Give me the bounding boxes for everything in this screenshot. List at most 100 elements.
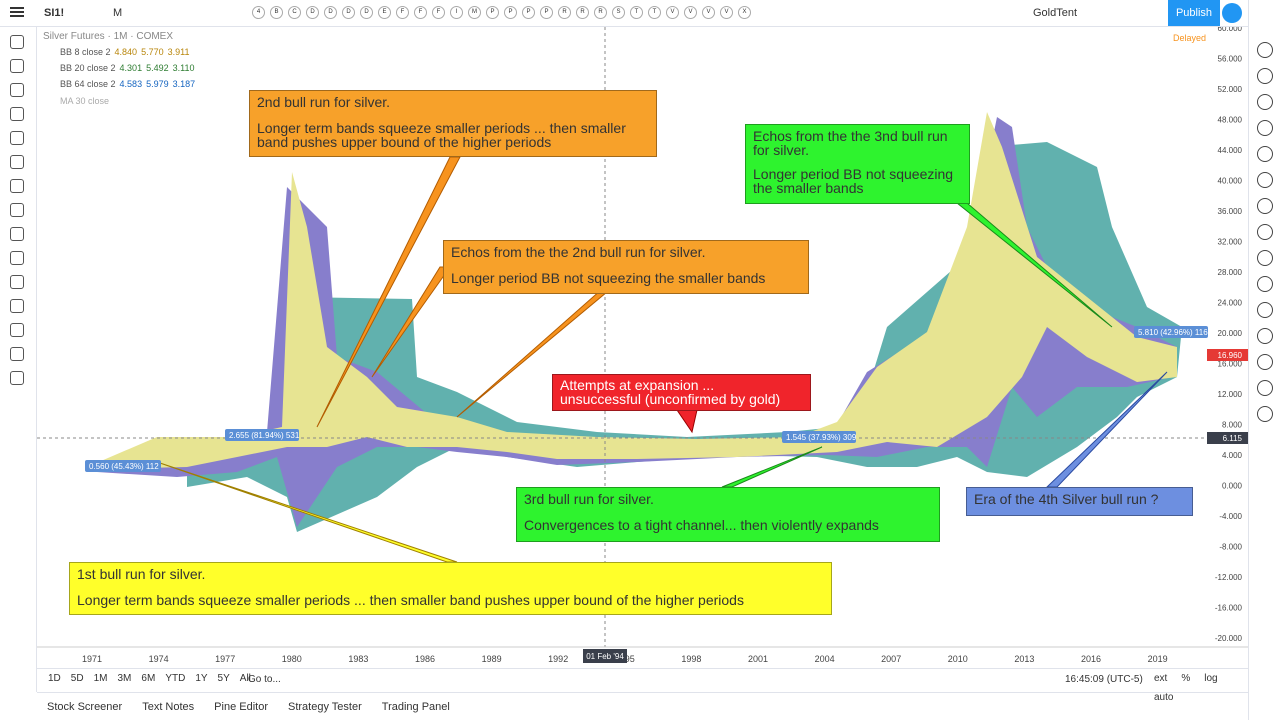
indicator-shortcut[interactable]: D (342, 6, 355, 19)
tab[interactable]: Text Notes (142, 701, 195, 713)
range-button[interactable]: 3M (117, 673, 132, 684)
range-button[interactable]: YTD (165, 673, 186, 684)
range-button[interactable]: 6M (141, 673, 156, 684)
indicator-shortcut[interactable]: P (540, 6, 553, 19)
publish-button[interactable]: Publish (1168, 0, 1220, 26)
indicator-shortcut[interactable]: P (522, 6, 535, 19)
range-button[interactable]: 5D (70, 673, 84, 684)
sidebar-icon[interactable] (1257, 406, 1273, 422)
play-button[interactable] (1222, 3, 1242, 23)
tab[interactable]: Strategy Tester (287, 701, 362, 713)
tool-icon[interactable] (10, 155, 24, 169)
scale-option[interactable]: ext (1154, 673, 1168, 684)
tool-icon[interactable] (10, 131, 24, 145)
indicator-shortcut[interactable]: F (414, 6, 427, 19)
sidebar-icon[interactable] (1257, 172, 1273, 188)
symbol[interactable]: SI1! (44, 7, 65, 19)
annotation[interactable]: 1st bull run for silver. Longer term band… (69, 562, 832, 615)
annotation-title: 3rd bull run for silver. (524, 491, 654, 507)
account[interactable]: GoldTent (1033, 7, 1078, 19)
tool-icon[interactable] (10, 83, 24, 97)
sidebar-icon[interactable] (1257, 302, 1273, 318)
indicator-shortcut[interactable]: M (468, 6, 481, 19)
tool-icon[interactable] (10, 275, 24, 289)
tool-icon[interactable] (10, 107, 24, 121)
indicator-shortcut[interactable]: F (396, 6, 409, 19)
indicator-shortcut[interactable]: R (558, 6, 571, 19)
range-button[interactable]: 1M (93, 673, 108, 684)
scale-option[interactable]: auto (1154, 692, 1174, 703)
annotation[interactable]: 2nd bull run for silver. Longer term band… (249, 90, 657, 157)
indicator-shortcut[interactable]: X (738, 6, 751, 19)
price-tick-label: 16.000 (1218, 360, 1243, 369)
indicator-shortcut[interactable]: P (504, 6, 517, 19)
annotation[interactable]: Echos from the the 2nd bull run for silv… (443, 240, 809, 294)
sidebar-icon[interactable] (1257, 198, 1273, 214)
menu-icon[interactable] (10, 7, 24, 9)
tool-icon[interactable] (10, 59, 24, 73)
annotation-pointers (156, 156, 1168, 563)
indicator-shortcut[interactable]: T (648, 6, 661, 19)
sidebar-icon[interactable] (1257, 328, 1273, 344)
sidebar-icon[interactable] (1257, 146, 1273, 162)
tool-icon[interactable] (10, 299, 24, 313)
tool-icon[interactable] (10, 35, 24, 49)
tool-icon[interactable] (10, 227, 24, 241)
indicator-shortcut[interactable]: S (612, 6, 625, 19)
sidebar-icon[interactable] (1257, 94, 1273, 110)
indicator-shortcut[interactable]: C (288, 6, 301, 19)
indicator-shortcut[interactable]: D (306, 6, 319, 19)
price-tick-label: -4.000 (1219, 512, 1242, 521)
indicator-shortcut[interactable]: I (450, 6, 463, 19)
chart-label: 2.655 (81.94%) 531 (229, 431, 300, 440)
range-button[interactable]: 1Y (195, 673, 208, 684)
range-button[interactable]: 5Y (217, 673, 230, 684)
sidebar-icon[interactable] (1257, 276, 1273, 292)
indicator-shortcut[interactable]: T (630, 6, 643, 19)
sidebar-icon[interactable] (1257, 224, 1273, 240)
indicator-shortcut[interactable]: P (486, 6, 499, 19)
interval[interactable]: M (113, 7, 123, 19)
sidebar-icon[interactable] (1257, 68, 1273, 84)
goto[interactable]: Go to... (248, 674, 281, 685)
indicator-shortcut[interactable]: V (684, 6, 697, 19)
sidebar-icon[interactable] (1257, 42, 1273, 58)
tool-icon[interactable] (10, 251, 24, 265)
tab[interactable]: Stock Screener (47, 701, 123, 713)
tool-icon[interactable] (10, 203, 24, 217)
scale-option[interactable]: % (1181, 673, 1191, 684)
scale-option[interactable]: log (1204, 673, 1218, 684)
tool-icon[interactable] (10, 371, 24, 385)
tab[interactable]: Pine Editor (214, 701, 268, 713)
indicator-shortcut[interactable]: F (432, 6, 445, 19)
annotation[interactable]: Echos from the the 3nd bull run for silv… (745, 124, 970, 204)
annotation[interactable]: 3rd bull run for silver. Convergences to … (516, 487, 940, 542)
indicator-shortcut[interactable]: V (720, 6, 733, 19)
indicator-shortcut[interactable]: 4 (252, 6, 265, 19)
indicator-shortcut[interactable]: V (702, 6, 715, 19)
annotation-title: Echos from the the 3nd bull run for silv… (753, 128, 948, 158)
sidebar-icon[interactable] (1257, 354, 1273, 370)
annotation-title: Attempts at expansion ... (560, 377, 715, 393)
sidebar-icon[interactable] (1257, 250, 1273, 266)
tool-icon[interactable] (10, 179, 24, 193)
indicator-shortcut[interactable]: V (666, 6, 679, 19)
annotation[interactable]: Attempts at expansion ... unsuccessful (u… (552, 374, 811, 411)
tool-icon[interactable] (10, 323, 24, 337)
indicator-shortcut[interactable]: E (378, 6, 391, 19)
indicator-shortcut[interactable]: R (594, 6, 607, 19)
indicator-shortcut[interactable]: D (324, 6, 337, 19)
range-button[interactable]: All (239, 673, 251, 684)
sidebar-icon[interactable] (1257, 120, 1273, 136)
range-button[interactable]: 1D (48, 673, 61, 684)
indicator-shortcut[interactable]: R (576, 6, 589, 19)
price-tick-label: 48.000 (1218, 116, 1243, 125)
tool-icon[interactable] (10, 347, 24, 361)
chart-label-box (1134, 326, 1208, 338)
chart: 60.000 56.000 52.000 48.000 44.000 40.000 36.0… (37, 27, 1248, 664)
indicator-shortcut[interactable]: B (270, 6, 283, 19)
sidebar-icon[interactable] (1257, 380, 1273, 396)
indicator-shortcut[interactable]: D (360, 6, 373, 19)
annotation[interactable]: Era of the 4th Silver bull run ? (966, 487, 1193, 516)
tab[interactable]: Trading Panel (381, 701, 450, 713)
